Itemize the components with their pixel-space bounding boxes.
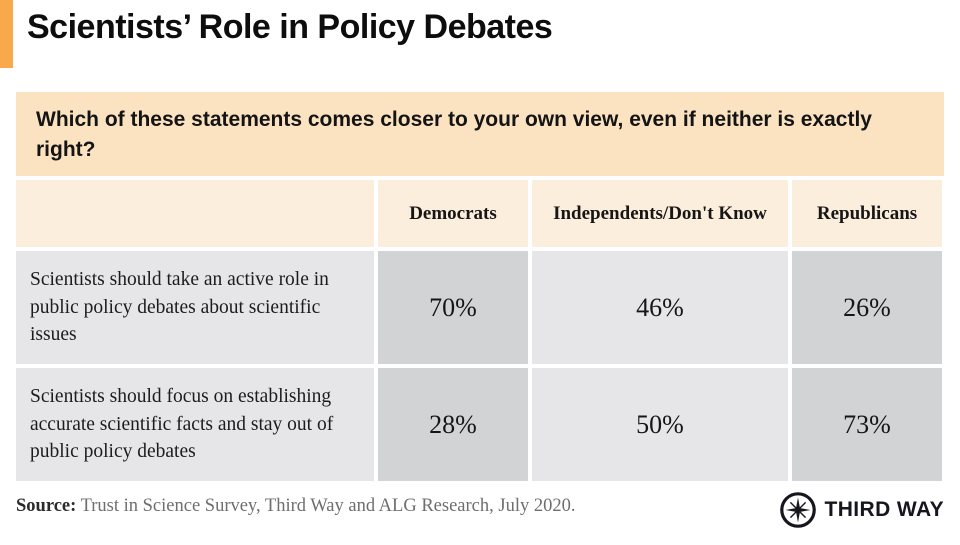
compass-icon (779, 491, 817, 529)
column-header-democrats: Democrats (378, 180, 528, 247)
value-stay-out-republicans: 73% (792, 368, 942, 481)
table-corner-cell (16, 180, 374, 247)
column-header-republicans: Republicans (792, 180, 942, 247)
value-stay-out-independents: 50% (532, 368, 788, 481)
row-label-active-role: Scientists should take an active role in… (16, 251, 374, 364)
row-label-stay-out: Scientists should focus on establishing … (16, 368, 374, 481)
title-accent-bar (0, 0, 13, 68)
page-title: Scientists’ Role in Policy Debates (27, 8, 553, 46)
results-table: Democrats Independents/Don't Know Republ… (16, 180, 944, 481)
value-active-role-independents: 46% (532, 251, 788, 364)
logo-wordmark: THIRD WAY (824, 498, 944, 521)
value-stay-out-democrats: 28% (378, 368, 528, 481)
column-header-independents: Independents/Don't Know (532, 180, 788, 247)
source-text: Trust in Science Survey, Third Way and A… (76, 496, 576, 516)
value-active-role-republicans: 26% (792, 251, 942, 364)
source-label: Source: (16, 496, 77, 516)
third-way-logo: THIRD WAY (779, 491, 945, 529)
question-text: Which of these statements comes closer t… (36, 108, 872, 161)
value-active-role-democrats: 70% (378, 251, 528, 364)
source-attribution: Source: Trust in Science Survey, Third W… (16, 496, 575, 517)
question-banner: Which of these statements comes closer t… (16, 92, 944, 176)
